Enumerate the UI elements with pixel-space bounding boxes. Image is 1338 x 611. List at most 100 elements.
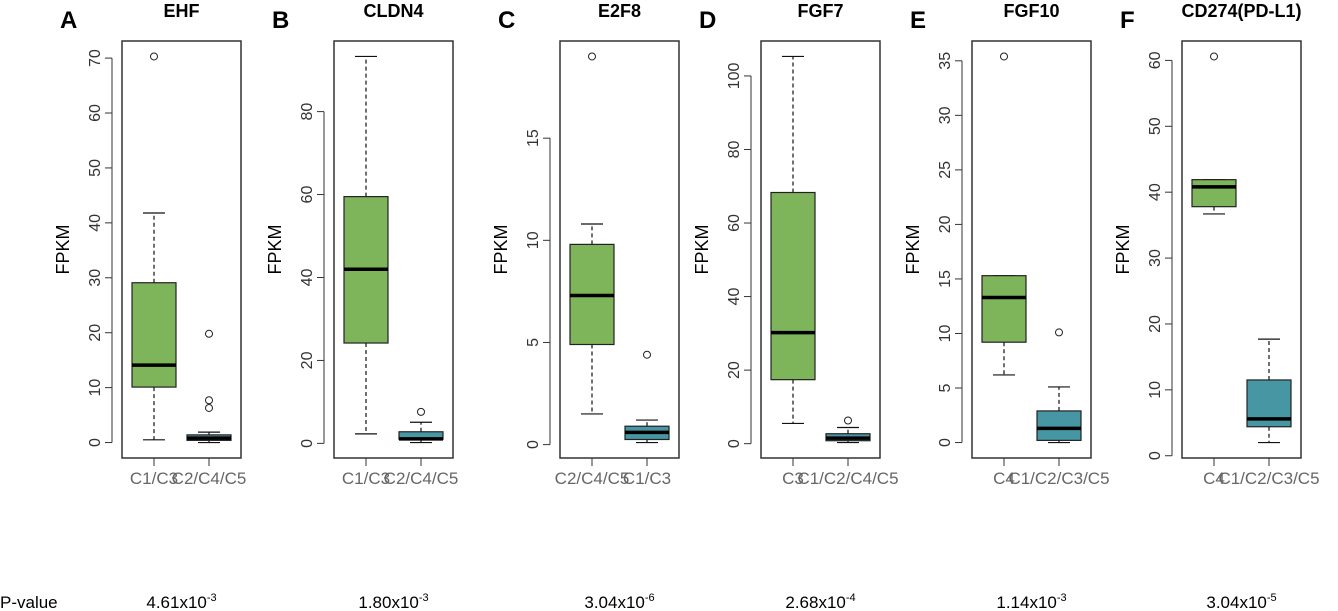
- outlier-point: [205, 403, 213, 412]
- y-axis-label: FPKM: [265, 224, 285, 274]
- box-iqr: [1036, 410, 1082, 441]
- p-value-base: 4.61x10: [146, 593, 207, 611]
- plot-frame: [559, 40, 680, 459]
- box-c2-c4-c5: C2/C4/C5: [555, 52, 629, 488]
- y-tick-label: 60: [1147, 51, 1164, 69]
- y-tick-label: 50: [87, 159, 104, 177]
- y-tick-label: 40: [299, 268, 316, 286]
- box-iqr: [981, 275, 1027, 343]
- box-c2-c4-c5: C2/C4/C5: [384, 407, 458, 488]
- panel-title: FGF7: [797, 1, 843, 21]
- p-value-base: 3.04x10: [584, 593, 645, 611]
- group-label: C2/C4/C5: [172, 469, 247, 488]
- y-tick-label: 60: [726, 214, 743, 232]
- box-c4: C4: [1191, 52, 1237, 488]
- outlier-point: [205, 329, 213, 338]
- box-c2-c4-c5: C2/C4/C5: [172, 329, 247, 488]
- box-c1-c2-c3-c5: C1/C2/C3/C5: [1008, 328, 1110, 488]
- y-tick-label: 20: [937, 215, 954, 233]
- box-c1-c3: C1/C3: [623, 350, 671, 488]
- y-tick-label: 0: [1147, 451, 1164, 460]
- y-tick-label: 5: [525, 338, 542, 347]
- plot-frame: [121, 40, 242, 459]
- p-value: 1.14x10-3: [996, 592, 1066, 611]
- p-value: 3.04x10-5: [1206, 592, 1276, 611]
- y-axis-label: FPKM: [903, 224, 923, 274]
- p-value-base: 2.68x10: [785, 593, 846, 611]
- panel-f: F CD274(PD-L1) FPKM 0 10 20 30 40 50 60 C4C1/C2/C3…: [1113, 1, 1320, 611]
- box-iqr: [770, 191, 816, 381]
- panel-title: E2F8: [598, 1, 641, 21]
- y-tick-label: 30: [87, 269, 104, 287]
- plot-frame: [971, 40, 1092, 459]
- group-label: C3: [782, 469, 804, 488]
- panel-title: CLDN4: [363, 1, 423, 21]
- y-tick-label: 100: [726, 62, 743, 89]
- panel-letter: D: [699, 7, 716, 34]
- y-axis-label: FPKM: [1113, 224, 1133, 274]
- y-tick-label: 60: [299, 186, 316, 204]
- y-tick-label: 60: [87, 104, 104, 122]
- p-value-exponent: -5: [1267, 592, 1277, 604]
- p-value-exponent: -3: [207, 592, 217, 604]
- y-tick-label: 15: [937, 270, 954, 288]
- panel-letter: F: [1120, 7, 1135, 34]
- group-label: C1/C3: [342, 469, 390, 488]
- y-tick-label: 20: [726, 361, 743, 379]
- outlier-point: [643, 350, 651, 359]
- p-value-exponent: -6: [645, 592, 655, 604]
- y-tick-label: 15: [525, 129, 542, 147]
- y-tick-label: 80: [726, 140, 743, 158]
- y-axis-label: FPKM: [53, 224, 73, 274]
- plot-frame: [760, 40, 881, 459]
- y-tick-label: 10: [87, 379, 104, 397]
- box-iqr: [131, 282, 177, 388]
- y-tick-label: 0: [726, 439, 743, 448]
- y-tick-label: 20: [299, 351, 316, 369]
- y-axis-label: FPKM: [692, 224, 712, 274]
- plot-frame: [333, 40, 454, 459]
- group-label: C4: [1203, 469, 1225, 488]
- p-value: 1.80x10-3: [358, 592, 428, 611]
- box-c1-c2-c3-c5: C1/C2/C3/C5: [1218, 338, 1320, 488]
- group-label: C1/C3: [130, 469, 178, 488]
- y-axis-label: FPKM: [491, 224, 511, 274]
- y-tick-label: 35: [937, 52, 954, 70]
- group-label: C1/C2/C3/C5: [1008, 469, 1109, 488]
- y-tick-label: 30: [937, 106, 954, 124]
- y-tick-label: 20: [1147, 315, 1164, 333]
- y-tick-label: 0: [299, 439, 316, 448]
- y-tick-label: 40: [1147, 183, 1164, 201]
- y-tick-label: 80: [299, 103, 316, 121]
- y-tick-label: 30: [1147, 249, 1164, 267]
- panel-letter: B: [272, 7, 289, 34]
- p-value-exponent: -3: [419, 592, 429, 604]
- y-tick-label: 50: [1147, 117, 1164, 135]
- panel-letter: C: [498, 7, 515, 34]
- p-value: 4.61x10-3: [146, 592, 216, 611]
- y-tick-label: 10: [937, 324, 954, 342]
- panel-title: EHF: [164, 1, 200, 21]
- panel-letter: A: [60, 7, 77, 34]
- p-value-row-label: P-value: [0, 593, 58, 611]
- p-value: 2.68x10-4: [785, 592, 855, 611]
- outlier-point: [1055, 328, 1063, 337]
- panel-title: CD274(PD-L1): [1181, 1, 1301, 21]
- group-label: C1/C3: [623, 469, 671, 488]
- outlier-point: [417, 407, 425, 416]
- group-label: C4: [993, 469, 1015, 488]
- box-c4: C4: [981, 52, 1027, 488]
- y-tick-label: 10: [525, 231, 542, 249]
- y-tick-label: 70: [87, 49, 104, 67]
- y-tick-label: 5: [937, 383, 954, 392]
- outlier-point: [150, 52, 158, 61]
- outlier-point: [844, 416, 852, 425]
- outlier-point: [205, 396, 213, 405]
- p-value-base: 3.04x10: [1206, 593, 1267, 611]
